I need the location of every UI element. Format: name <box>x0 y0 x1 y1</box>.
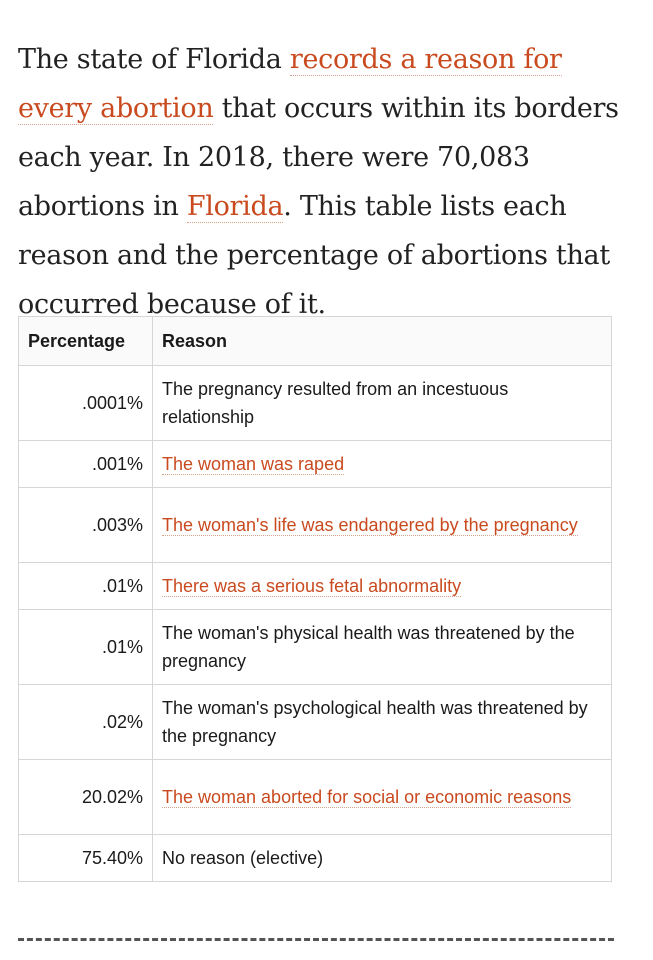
percentage-cell: .02% <box>18 684 153 760</box>
dashed-divider <box>18 938 614 941</box>
reason-header: Reason <box>152 316 612 366</box>
life-endangered-reason-link[interactable]: The woman's life was endangered by the p… <box>162 515 578 536</box>
reason-cell: The woman's psychological health was thr… <box>152 684 612 760</box>
table-row: .003% The woman's life was endangered by… <box>18 487 612 563</box>
intro-paragraph: The state of Florida records a reason fo… <box>18 35 628 329</box>
reason-link-cell[interactable]: There was a serious fetal abnormality <box>152 562 612 610</box>
records-reason-link[interactable]: records a reason for every abortion <box>18 44 562 125</box>
table-row: .01% There was a serious fetal abnormali… <box>18 562 612 610</box>
percentage-cell: .001% <box>18 440 153 488</box>
intro-text-3: . This table lists each reason and the p… <box>18 191 610 320</box>
abortion-reasons-table: Percentage Reason .0001% The pregnancy r… <box>18 316 612 882</box>
intro-text-2: that occurs within its borders each year… <box>18 93 619 222</box>
percentage-header: Percentage <box>18 316 153 366</box>
percentage-cell: .01% <box>18 562 153 610</box>
table-row: .001% The woman was raped <box>18 440 612 488</box>
table-row: .01% The woman's physical health was thr… <box>18 609 612 685</box>
percentage-cell: 75.40% <box>18 834 153 882</box>
reason-link-cell[interactable]: The woman's life was endangered by the p… <box>152 487 612 563</box>
percentage-cell: 20.02% <box>18 759 153 835</box>
fetal-abnormality-reason-link[interactable]: There was a serious fetal abnormality <box>162 576 462 597</box>
table-row: 75.40% No reason (elective) <box>18 834 612 882</box>
table-header-row: Percentage Reason <box>18 316 612 366</box>
florida-link[interactable]: Florida <box>186 191 284 223</box>
table-row: .02% The woman's psychological health wa… <box>18 684 612 760</box>
reason-link-cell[interactable]: The woman aborted for social or economic… <box>152 759 612 835</box>
table-row: .0001% The pregnancy resulted from an in… <box>18 365 612 441</box>
percentage-cell: .01% <box>18 609 153 685</box>
reason-cell: The pregnancy resulted from an incestuou… <box>152 365 612 441</box>
reason-cell: The woman's physical health was threaten… <box>152 609 612 685</box>
percentage-cell: .003% <box>18 487 153 563</box>
intro-text-1: The state of Florida <box>18 44 290 75</box>
reason-link-cell[interactable]: The woman was raped <box>152 440 612 488</box>
social-economic-reason-link[interactable]: The woman aborted for social or economic… <box>162 787 572 808</box>
rape-reason-link[interactable]: The woman was raped <box>162 454 345 475</box>
percentage-cell: .0001% <box>18 365 153 441</box>
reason-cell: No reason (elective) <box>152 834 612 882</box>
table-row: 20.02% The woman aborted for social or e… <box>18 759 612 835</box>
